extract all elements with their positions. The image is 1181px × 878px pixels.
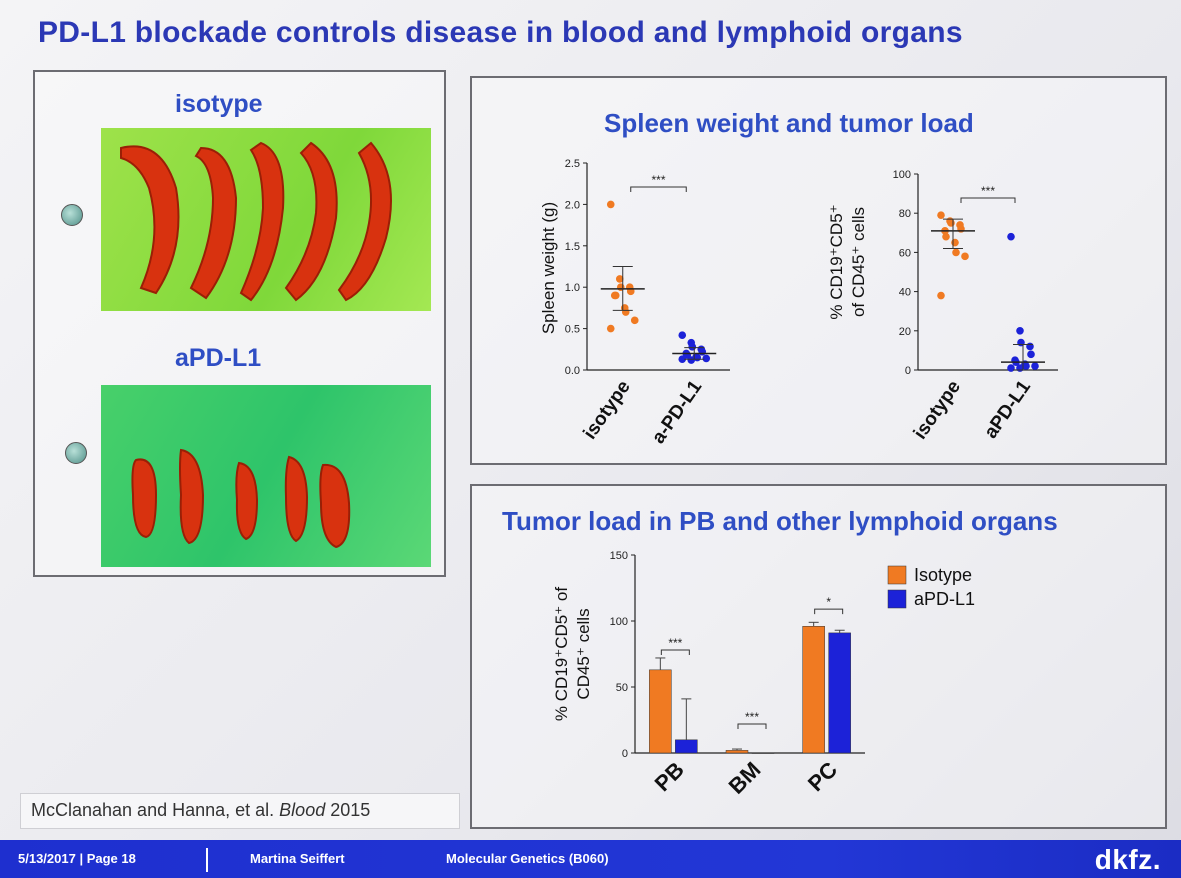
data-point	[630, 316, 639, 325]
bar	[802, 626, 825, 754]
tumor-load-bar-chart: 0 50 100 150 % CD19⁺CD5⁺ of CD45⁺ cells *** PB *…	[552, 550, 975, 799]
data-point	[947, 219, 955, 227]
y-tick-label: 80	[899, 208, 911, 220]
slide-title: PD-L1 blockade controls disease in blood…	[38, 16, 963, 49]
data-point	[1007, 364, 1015, 372]
dkfz-logo: dkfz.	[1094, 844, 1161, 875]
legend-swatch	[887, 565, 907, 585]
data-point	[1026, 342, 1034, 351]
binder-hole	[65, 442, 87, 464]
significance-bracket	[814, 608, 844, 615]
binder-hole	[61, 204, 83, 226]
legend-label: aPD-L1	[914, 589, 975, 609]
y-tick-label: 40	[899, 287, 911, 299]
y-axis-label: Spleen weight (g)	[539, 202, 558, 334]
y-tick-label: 0	[905, 365, 911, 377]
y-tick-label: 20	[899, 326, 911, 338]
data-point	[616, 283, 625, 291]
y-tick-label: 50	[616, 682, 628, 694]
y-tick-label: 100	[893, 169, 911, 181]
citation-year: 2015	[325, 800, 371, 820]
y-tick-label: 0.5	[565, 324, 580, 336]
citation-journal: Blood	[279, 800, 326, 820]
y-tick-label: 100	[610, 616, 628, 628]
footer-date-page: 5/13/2017 | Page 18	[18, 851, 136, 866]
isotype-photo-label: isotype	[175, 90, 263, 118]
significance-label: ***	[745, 710, 759, 724]
spleen-chart-title: Spleen weight and tumor load	[604, 108, 974, 138]
footer-divider	[206, 848, 208, 872]
y-tick-label: 1.5	[565, 241, 580, 253]
y-axis-label-line2: CD45⁺ cells	[574, 608, 593, 699]
significance-bracket	[630, 186, 687, 192]
data-point	[952, 248, 960, 257]
apdl1-photo-label: aPD-L1	[175, 344, 262, 372]
data-point	[942, 232, 950, 241]
bar	[828, 632, 851, 754]
x-tick-label: PC	[803, 757, 842, 796]
x-tick-label: isotype	[579, 377, 634, 444]
y-tick-label: 1.0	[565, 282, 580, 294]
data-point	[606, 200, 615, 209]
significance-bracket	[960, 197, 1016, 203]
data-point	[1031, 362, 1039, 370]
significance-bracket	[737, 723, 767, 729]
footer-bar: 5/13/2017 | Page 18 Martina Seiffert Mol…	[0, 840, 1181, 878]
data-point	[606, 324, 615, 333]
data-point	[678, 331, 687, 340]
bar	[725, 750, 749, 754]
x-tick-label: aPD-L1	[980, 376, 1035, 442]
data-point	[702, 354, 711, 363]
data-point	[1022, 362, 1030, 370]
y-axis-label-line1: % CD19⁺CD5⁺	[827, 204, 846, 319]
tumor-load-chart-title: Tumor load in PB and other lymphoid orga…	[502, 506, 1058, 536]
data-point	[1016, 327, 1024, 335]
y-tick-label: 0	[622, 748, 628, 760]
y-tick-label: 0.0	[565, 365, 580, 377]
significance-label: ***	[651, 173, 665, 187]
y-axis-label-line1: % CD19⁺CD5⁺ of	[552, 587, 571, 721]
bar	[751, 752, 775, 754]
y-tick-label: 150	[610, 550, 628, 562]
spleen-weight-chart: 0.0 0.5 1.0 1.5 2.0 2.5 isotype a-PD-L1 *** Splee…	[539, 158, 1058, 448]
data-point	[951, 238, 959, 247]
data-point	[1027, 350, 1035, 359]
citation: McClanahan and Hanna, et al. Blood 2015	[20, 793, 460, 829]
data-point	[937, 291, 945, 300]
data-point	[961, 252, 969, 261]
data-point	[611, 291, 620, 300]
bar	[675, 739, 698, 754]
data-point	[678, 355, 687, 364]
tumor-load-panel: Tumor load in PB and other lymphoid orga…	[470, 484, 1167, 829]
significance-bracket	[660, 649, 690, 656]
isotype-spleens-photo	[101, 128, 431, 311]
data-point	[687, 356, 696, 364]
footer-department: Molecular Genetics (B060)	[446, 851, 609, 866]
data-point	[698, 347, 707, 356]
data-point	[1017, 338, 1025, 347]
data-point	[937, 211, 945, 219]
citation-authors: McClanahan and Hanna, et al.	[31, 800, 280, 820]
y-tick-label: 60	[899, 247, 911, 259]
x-tick-label: isotype	[910, 377, 965, 444]
legend-swatch	[887, 589, 907, 609]
y-axis-label-line2: of CD45⁺ cells	[849, 207, 868, 317]
bar	[649, 669, 672, 754]
spleen-weight-panel: Spleen weight and tumor load 0.0 0.5 1.0 1.…	[470, 76, 1167, 465]
significance-label: ***	[668, 636, 682, 650]
footer-author: Martina Seiffert	[250, 851, 345, 866]
significance-label: *	[826, 595, 831, 609]
x-tick-label: PB	[650, 757, 689, 796]
y-tick-label: 2.5	[565, 158, 580, 170]
y-tick-label: 2.0	[565, 199, 580, 211]
data-point	[1007, 232, 1015, 241]
x-tick-label: BM	[724, 757, 766, 799]
data-point	[615, 275, 624, 283]
legend-label: Isotype	[914, 565, 972, 585]
data-point	[688, 343, 697, 351]
significance-label: ***	[981, 184, 995, 198]
spleen-photo-panel: isotype aPD-L1	[33, 70, 446, 577]
apdl1-spleens-photo	[101, 385, 431, 567]
x-tick-label: a-PD-L1	[648, 376, 707, 447]
